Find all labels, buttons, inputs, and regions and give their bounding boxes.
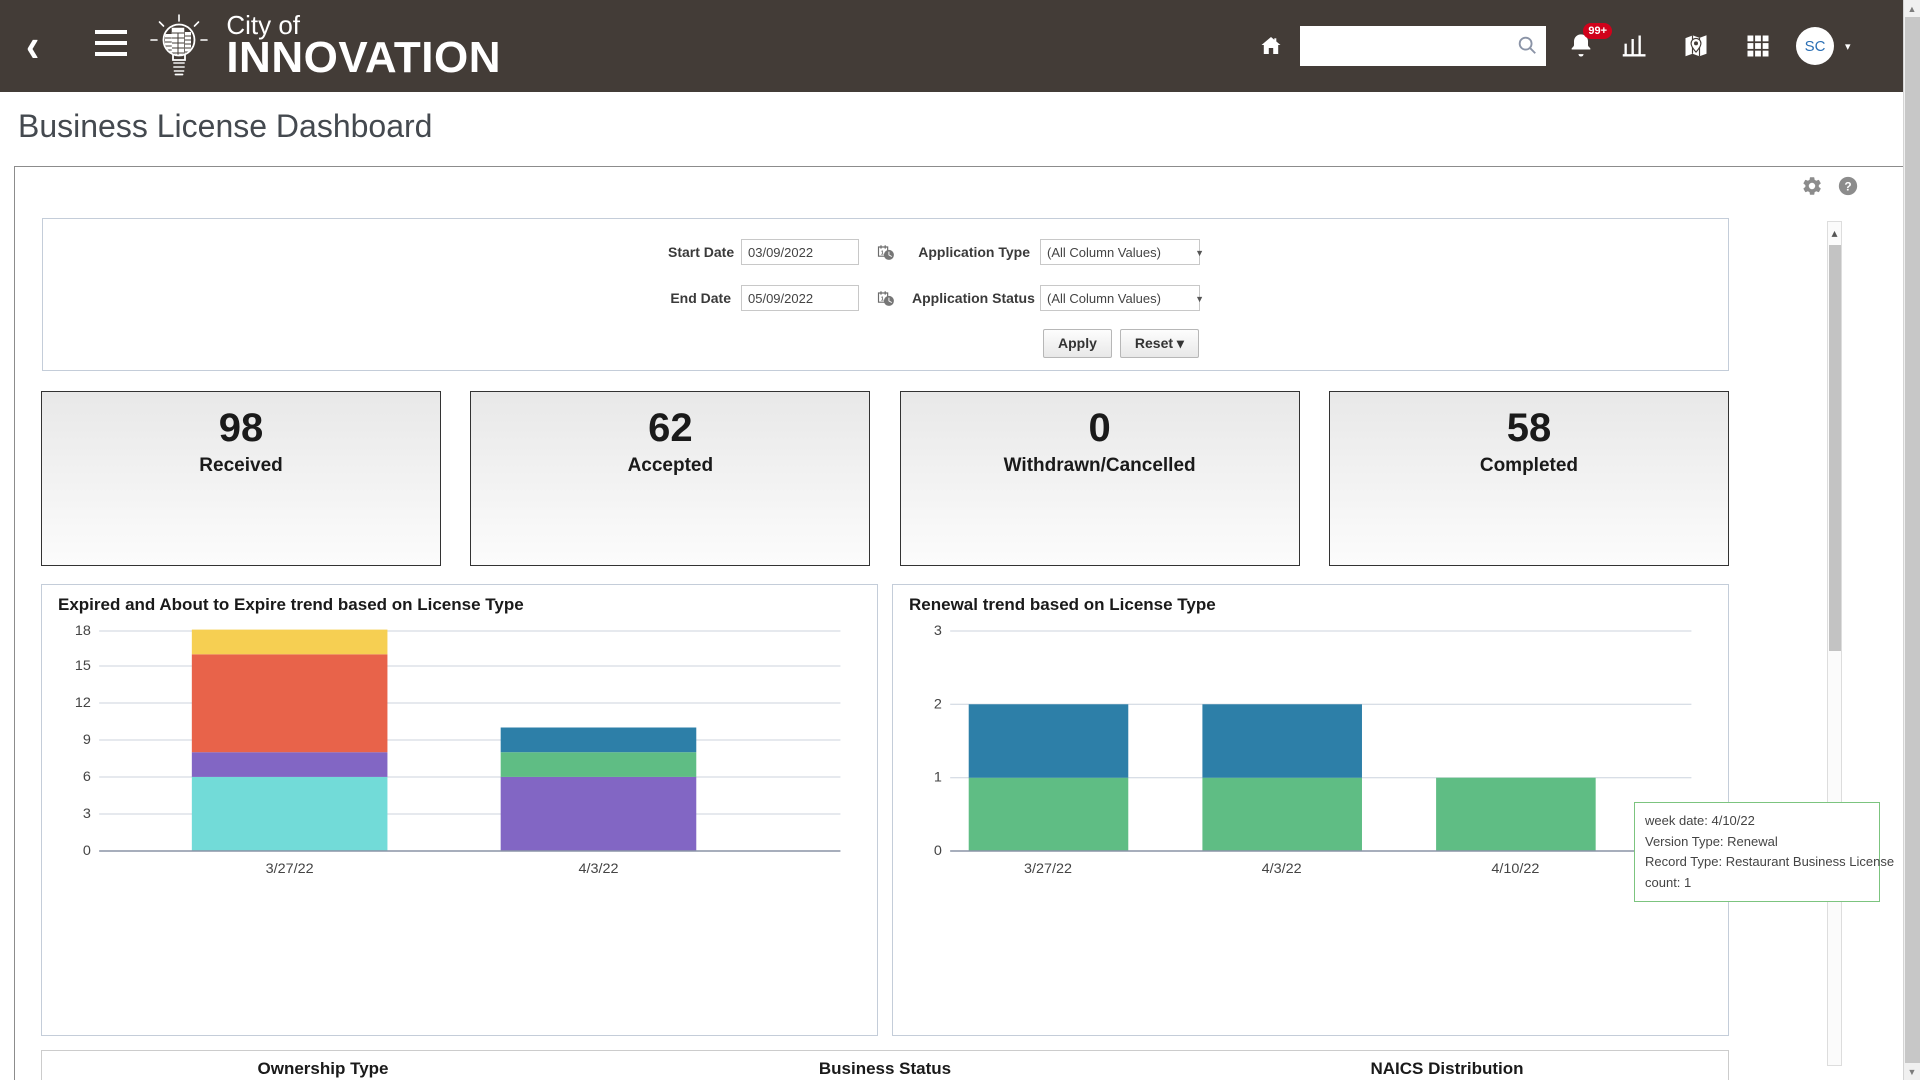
svg-text:3: 3: [934, 623, 942, 639]
svg-text:4/10/22: 4/10/22: [1491, 861, 1539, 877]
svg-text:3/27/22: 3/27/22: [266, 861, 314, 877]
svg-text:1: 1: [934, 770, 942, 786]
svg-text:9: 9: [83, 732, 91, 748]
svg-text:15: 15: [75, 658, 91, 674]
svg-text:18: 18: [75, 623, 91, 639]
svg-text:0: 0: [934, 843, 942, 859]
svg-text:2: 2: [934, 696, 942, 712]
svg-text:?: ?: [1844, 180, 1851, 194]
svg-text:6: 6: [83, 769, 91, 785]
svg-text:4/3/22: 4/3/22: [1262, 861, 1302, 877]
svg-text:3: 3: [83, 806, 91, 822]
svg-text:12: 12: [75, 695, 91, 711]
svg-text:3/27/22: 3/27/22: [1024, 861, 1072, 877]
svg-text:4/3/22: 4/3/22: [578, 861, 618, 877]
svg-text:0: 0: [83, 843, 91, 859]
